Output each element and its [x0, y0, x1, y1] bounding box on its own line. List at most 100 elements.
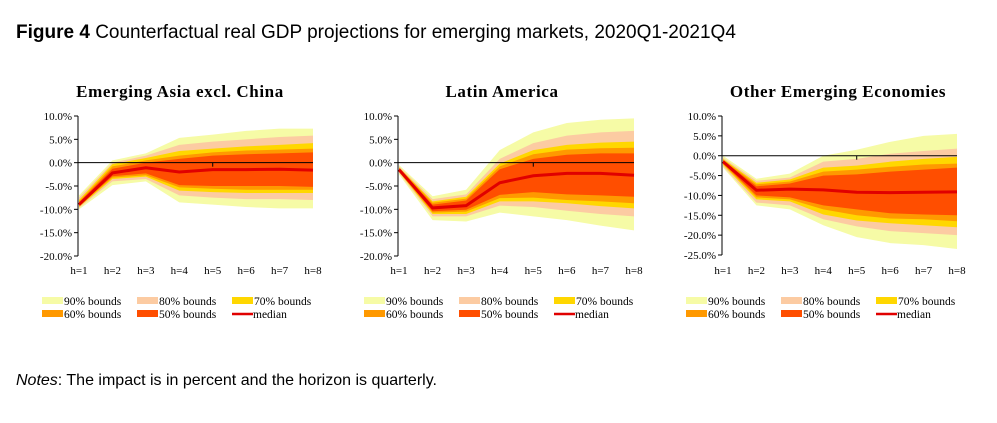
chart-title: Emerging Asia excl. China — [76, 82, 284, 101]
legend-label-b80: 80% bounds — [803, 296, 861, 308]
legend-label-b70: 70% bounds — [576, 296, 634, 308]
legend-label-b80: 80% bounds — [481, 296, 539, 308]
x-tick-label: h=5 — [848, 265, 866, 277]
chart-2: Latin America 10.0% 5.0% 0.0% -5.0% -10.0% -15… — [360, 82, 643, 321]
x-tick-label: h=4 — [815, 265, 833, 277]
y-tick-label: 10.0% — [364, 111, 392, 123]
legend: 90% bounds 80% bounds 70% bounds 60% bounds… — [686, 296, 956, 321]
y-tick-label: -5.0% — [45, 181, 72, 193]
legend-swatch-b90 — [364, 297, 385, 304]
y-tick-label: -5.0% — [365, 181, 392, 193]
legend-label-b50: 50% bounds — [803, 309, 861, 321]
x-tick-label: h=5 — [204, 265, 222, 277]
x-tick-label: h=6 — [882, 265, 900, 277]
y-tick-label: -20.0% — [360, 251, 392, 263]
x-tick-label: h=7 — [592, 265, 610, 277]
y-tick-label: -20.0% — [684, 230, 716, 242]
x-tick-label: h=3 — [458, 265, 476, 277]
median-line — [397, 168, 635, 210]
legend-label-b70: 70% bounds — [254, 296, 312, 308]
legend-swatch-b70 — [554, 297, 575, 304]
x-tick-label: h=1 — [714, 265, 731, 277]
x-tick-label: h=8 — [948, 265, 966, 277]
x-tick-label: h=7 — [271, 265, 289, 277]
x-tick-label: h=5 — [525, 265, 543, 277]
legend-swatch-b80 — [137, 297, 158, 304]
legend-label-b80: 80% bounds — [159, 296, 217, 308]
y-tick-label: 10.0% — [688, 111, 716, 123]
legend-swatch-b70 — [232, 297, 253, 304]
band-b50 — [79, 152, 313, 206]
legend-swatch-b60 — [364, 310, 385, 317]
y-tick-label: -10.0% — [40, 204, 72, 216]
x-tick-label: h=1 — [390, 265, 407, 277]
y-tick-label: 5.0% — [693, 131, 716, 143]
band-b50 — [723, 160, 957, 216]
x-tick-label: h=7 — [915, 265, 933, 277]
legend-label-b90: 90% bounds — [708, 296, 766, 308]
figure-label: Figure 4 — [16, 22, 90, 43]
x-tick-label: h=4 — [171, 265, 189, 277]
y-tick-label: -25.0% — [684, 250, 716, 262]
y-tick-label: 0.0% — [49, 158, 72, 170]
legend-label-b50: 50% bounds — [481, 309, 539, 321]
x-tick-label: h=8 — [625, 265, 643, 277]
chart-title: Other Emerging Economies — [730, 82, 946, 101]
y-tick-label: 5.0% — [369, 134, 392, 146]
x-tick-label: h=2 — [748, 265, 765, 277]
legend-label-median: median — [253, 309, 287, 321]
y-tick-label: -20.0% — [40, 251, 72, 263]
figure-title-text: Counterfactual real GDP projections for … — [95, 22, 736, 43]
notes: Notes: The impact is in percent and the … — [16, 372, 437, 390]
legend-swatch-b50 — [781, 310, 802, 317]
notes-label: Notes — [16, 372, 58, 389]
x-tick-label: h=6 — [238, 265, 256, 277]
legend-swatch-b90 — [686, 297, 707, 304]
x-tick-label: h=2 — [104, 265, 121, 277]
legend-label-median: median — [575, 309, 609, 321]
chart-title: Latin America — [445, 82, 558, 101]
legend: 90% bounds 80% bounds 70% bounds 60% bounds… — [42, 296, 312, 321]
chart-1: Emerging Asia excl. China 10.0% 5.0% 0.0% -5… — [40, 82, 322, 321]
legend-label-b70: 70% bounds — [898, 296, 956, 308]
figure-title: Figure 4 Counterfactual real GDP project… — [16, 22, 736, 44]
x-tick-label: h=4 — [491, 265, 509, 277]
band-b50 — [399, 153, 634, 212]
y-tick-label: -10.0% — [684, 190, 716, 202]
x-tick-label: h=6 — [558, 265, 576, 277]
legend-label-b60: 60% bounds — [708, 309, 766, 321]
y-tick-label: -15.0% — [684, 210, 716, 222]
legend-swatch-b80 — [781, 297, 802, 304]
legend-label-b90: 90% bounds — [386, 296, 444, 308]
legend-swatch-b50 — [459, 310, 480, 317]
x-tick-label: h=3 — [137, 265, 155, 277]
legend-swatch-b80 — [459, 297, 480, 304]
median-line — [722, 160, 958, 195]
y-tick-label: -5.0% — [689, 171, 716, 183]
y-tick-label: 0.0% — [369, 158, 392, 170]
x-tick-label: h=8 — [304, 265, 322, 277]
legend-label-b50: 50% bounds — [159, 309, 217, 321]
y-tick-label: 0.0% — [693, 151, 716, 163]
x-tick-label: h=1 — [70, 265, 87, 277]
y-tick-label: 10.0% — [44, 111, 72, 123]
y-tick-label: -10.0% — [360, 204, 392, 216]
y-tick-label: -15.0% — [40, 228, 72, 240]
legend-swatch-b70 — [876, 297, 897, 304]
legend-label-b90: 90% bounds — [64, 296, 122, 308]
y-tick-label: 5.0% — [49, 134, 72, 146]
notes-text: : The impact is in percent and the horiz… — [57, 372, 437, 389]
legend-swatch-b50 — [137, 310, 158, 317]
legend-swatch-b90 — [42, 297, 63, 304]
chart-3: Other Emerging Economies 10.0% 5.0% 0.0% -5.… — [684, 82, 966, 321]
x-tick-label: h=3 — [781, 265, 799, 277]
y-tick-label: -15.0% — [360, 228, 392, 240]
legend-label-b60: 60% bounds — [386, 309, 444, 321]
median-line — [77, 166, 314, 206]
legend-swatch-b60 — [686, 310, 707, 317]
legend-label-median: median — [897, 309, 931, 321]
legend: 90% bounds 80% bounds 70% bounds 60% bounds… — [364, 296, 634, 321]
legend-label-b60: 60% bounds — [64, 309, 122, 321]
legend-swatch-b60 — [42, 310, 63, 317]
